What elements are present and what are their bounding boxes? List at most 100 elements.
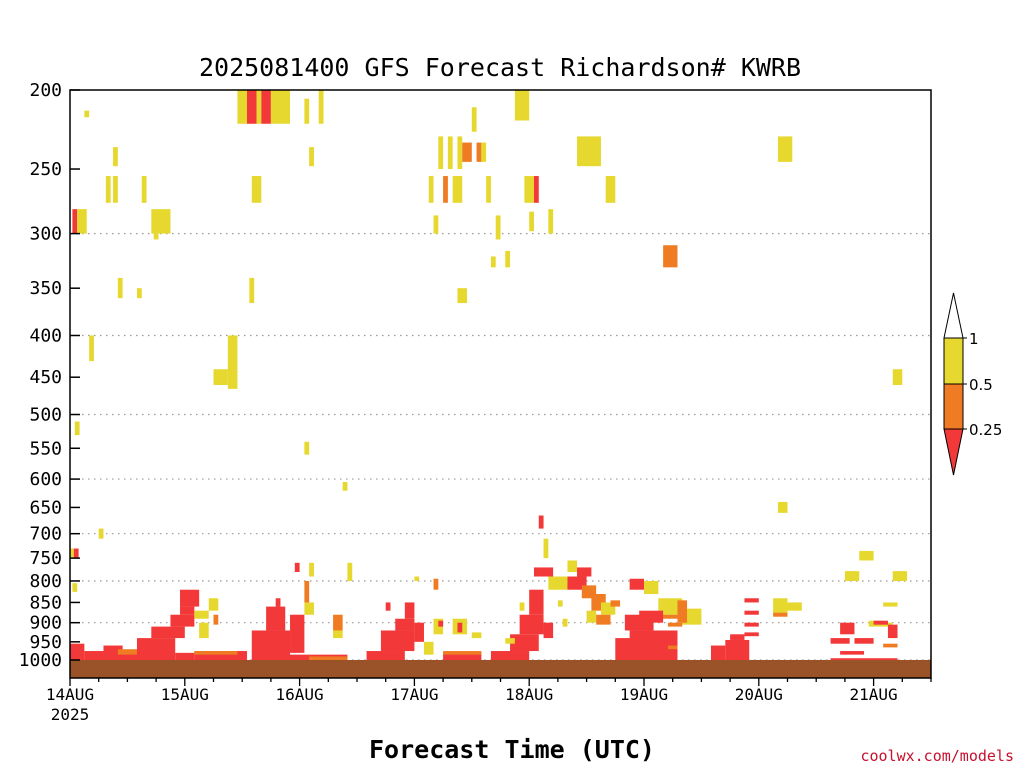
data-cell xyxy=(510,634,539,652)
data-cell xyxy=(246,90,257,124)
ground-layer xyxy=(70,660,931,678)
y-axis: 200 250 300 350 400 450 500 550 600 650 700 7508008… xyxy=(19,80,80,671)
data-cell xyxy=(577,567,592,577)
y-tick-label: 950 xyxy=(29,632,62,653)
data-cell xyxy=(883,602,898,607)
data-cell xyxy=(194,651,238,655)
data-cell xyxy=(462,142,472,162)
data-cell xyxy=(490,256,496,268)
data-cell xyxy=(443,651,482,655)
data-cell xyxy=(840,622,855,635)
data-cell xyxy=(629,630,678,660)
data-cell xyxy=(438,136,444,170)
data-cell xyxy=(84,651,142,660)
y-tick-label: 1000 xyxy=(19,650,62,671)
data-cell xyxy=(471,107,477,132)
data-cell xyxy=(658,614,678,619)
data-cell xyxy=(136,638,176,660)
data-cell xyxy=(873,620,888,625)
data-cell xyxy=(471,632,482,639)
data-cell xyxy=(180,589,200,607)
data-cell xyxy=(777,136,793,162)
data-cell xyxy=(380,630,415,652)
data-cell xyxy=(639,610,664,623)
data-cell xyxy=(72,209,78,234)
data-cell xyxy=(251,630,291,660)
data-cell xyxy=(290,614,305,653)
data-cell xyxy=(194,610,209,619)
data-cell xyxy=(414,622,424,642)
data-cell xyxy=(562,618,568,627)
data-cell xyxy=(548,209,554,234)
data-cell xyxy=(304,602,314,615)
data-cell xyxy=(270,90,291,124)
x-axis-label: Forecast Time (UTC) xyxy=(369,735,655,764)
data-cell xyxy=(309,147,314,167)
data-cell xyxy=(342,482,348,491)
data-cell xyxy=(251,176,262,203)
legend-label: 1 xyxy=(969,330,979,348)
data-cell xyxy=(433,578,439,590)
y-tick-label: 250 xyxy=(29,159,62,180)
data-cell xyxy=(744,598,759,603)
data-cell xyxy=(840,651,865,655)
data-cell xyxy=(457,136,463,170)
data-cell xyxy=(892,369,903,385)
y-tick-label: 750 xyxy=(29,548,62,569)
x-tick-label: 18AUG xyxy=(505,685,553,704)
data-cell xyxy=(476,142,482,162)
data-cell xyxy=(677,600,688,623)
data-cell xyxy=(333,630,343,639)
data-cell xyxy=(414,576,420,581)
data-cell xyxy=(830,658,898,660)
data-cell xyxy=(481,142,487,162)
x-tick-label: 20AUG xyxy=(735,685,783,704)
data-cell xyxy=(486,176,491,203)
data-cell xyxy=(452,176,463,203)
data-cell xyxy=(153,233,159,240)
legend-label: 0.5 xyxy=(969,376,993,394)
data-cell xyxy=(333,614,343,631)
data-cell xyxy=(577,136,601,167)
data-cell xyxy=(524,176,534,203)
data-cell xyxy=(495,215,501,240)
data-cell xyxy=(596,614,611,625)
data-cell xyxy=(304,580,310,603)
data-cell xyxy=(883,622,893,627)
credit-text[interactable]: coolwx.com/models xyxy=(860,747,1014,765)
data-cell xyxy=(844,571,860,581)
y-tick-label: 350 xyxy=(29,278,62,299)
data-cell xyxy=(141,176,147,203)
data-cell xyxy=(744,610,759,615)
data-cell xyxy=(605,176,616,203)
x-tick-label: 17AUG xyxy=(390,685,438,704)
data-cell xyxy=(629,578,644,590)
data-cell xyxy=(256,90,262,124)
data-cell xyxy=(457,622,463,633)
data-cell xyxy=(725,639,750,660)
legend-bin-yellow xyxy=(943,337,964,385)
data-cell xyxy=(266,606,286,631)
legend-bin-orange xyxy=(943,383,964,430)
data-cell xyxy=(74,421,80,436)
data-cell xyxy=(519,602,525,611)
data-cell xyxy=(423,641,434,655)
data-cell xyxy=(433,618,444,635)
data-cell xyxy=(887,624,898,639)
data-cell xyxy=(77,209,87,234)
data-cell xyxy=(194,651,247,660)
x-tick-label: 14AUG xyxy=(46,685,94,704)
data-cell xyxy=(347,562,353,581)
y-tick-label: 450 xyxy=(29,367,62,388)
data-cell xyxy=(529,211,534,232)
data-cell xyxy=(366,651,405,660)
legend-bin-top xyxy=(943,292,964,339)
data-cell xyxy=(854,638,874,644)
data-cell xyxy=(395,618,415,631)
data-cell xyxy=(428,176,434,203)
data-cell xyxy=(830,638,850,644)
data-cell xyxy=(404,602,415,619)
data-cell xyxy=(663,245,678,268)
